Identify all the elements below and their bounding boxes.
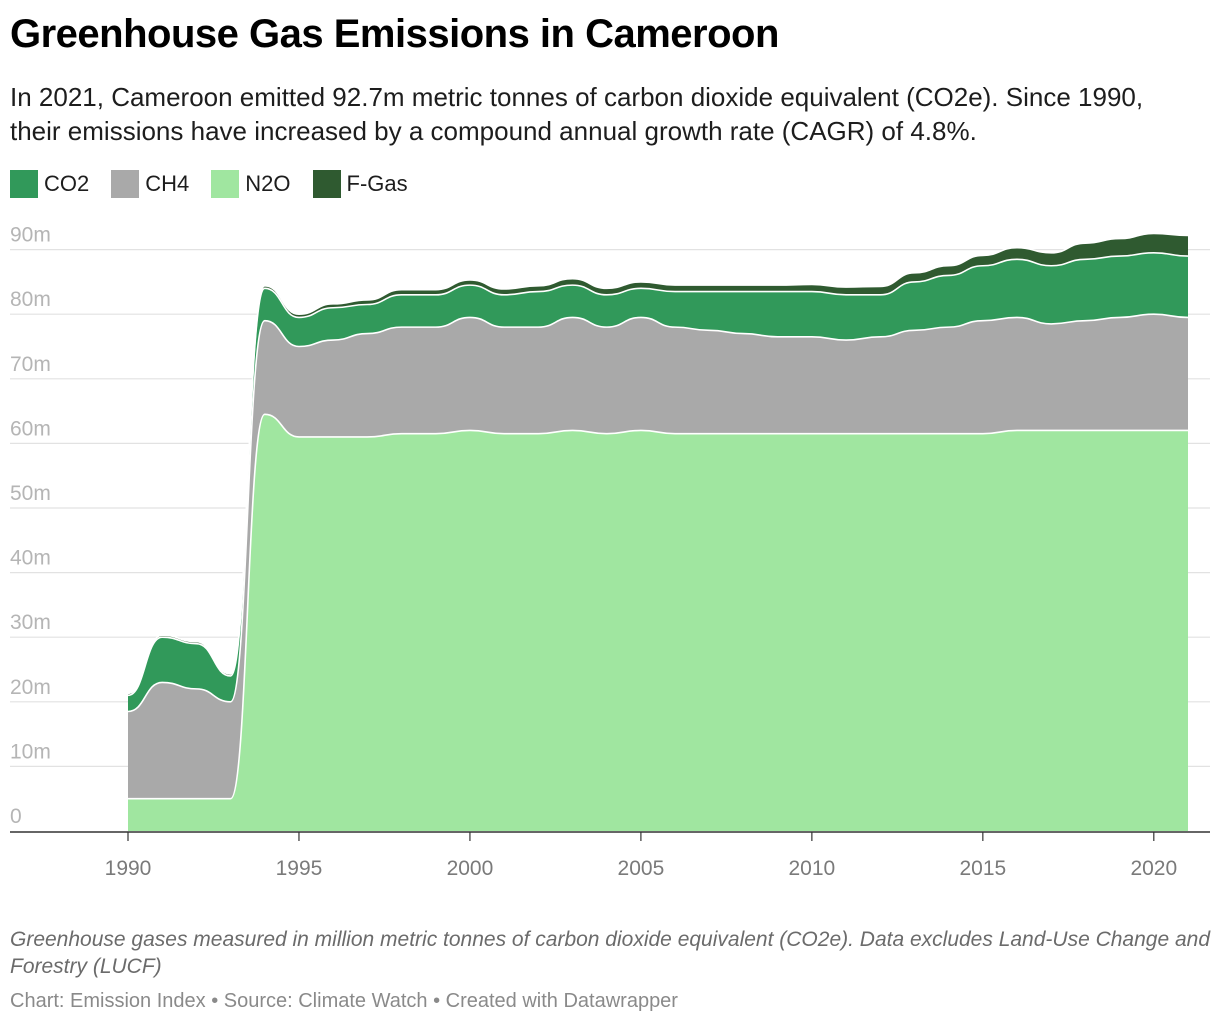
legend-swatch-n2o: [211, 170, 240, 198]
legend: CO2 CH4 N2O F-Gas: [10, 170, 408, 198]
chart-subtitle: In 2021, Cameroon emitted 92.7m metric t…: [10, 82, 1144, 146]
area-separator: [128, 413, 1188, 800]
y-tick-label: 70m: [10, 353, 51, 376]
area-layers: [127, 232, 1189, 831]
y-tick-label: 30m: [10, 611, 51, 634]
area-ch4: [128, 314, 1188, 799]
y-tick-label: 20m: [10, 676, 51, 699]
y-tick-label: 90m: [10, 224, 51, 247]
x-tick-label: 2010: [789, 857, 836, 880]
x-tick-label: 2020: [1130, 857, 1177, 880]
legend-item-n2o: N2O: [211, 170, 291, 198]
x-tick-label: 2005: [618, 857, 665, 880]
x-axis: 1990 1995 2000 2005 2010 2015 2020: [10, 831, 1210, 880]
y-tick-label: 60m: [10, 417, 51, 440]
chart-source: Chart: Emission Index • Source: Climate …: [10, 990, 678, 1012]
legend-label-fgas: F-Gas: [346, 171, 408, 196]
x-tick-label: 2015: [959, 857, 1006, 880]
legend-label-ch4: CH4: [145, 171, 190, 196]
legend-item-fgas: F-Gas: [312, 170, 408, 198]
y-tick-label: 10m: [10, 740, 51, 763]
stacked-area-chart: 0 10m 20m 30m 40m 50m 60m 70m 80m 90m 1990 1995 200…: [10, 224, 1210, 880]
legend-item-ch4: CH4: [111, 170, 189, 198]
chart-note: Greenhouse gases measured in million met…: [10, 928, 1211, 978]
legend-swatch-co2: [10, 170, 38, 198]
chart-title: Greenhouse Gas Emissions in Cameroon: [10, 12, 779, 56]
legend-item-co2: CO2: [10, 170, 89, 198]
legend-label-co2: CO2: [44, 171, 90, 196]
area-separator: [127, 232, 1189, 695]
x-tick-label: 1995: [276, 857, 323, 880]
area-co2: [128, 252, 1188, 712]
x-tick-label: 1990: [105, 857, 152, 880]
legend-label-n2o: N2O: [245, 171, 291, 196]
area-separator: [127, 313, 1189, 713]
x-tick-label: 2000: [447, 857, 494, 880]
area-n2o: [128, 414, 1188, 831]
legend-swatch-fgas: [312, 170, 341, 198]
y-tick-label: 50m: [10, 482, 51, 505]
y-tick-label: 40m: [10, 547, 51, 570]
legend-swatch-ch4: [111, 170, 140, 198]
y-axis-ticks: 0 10m 20m 30m 40m 50m 60m 70m 80m 90m: [10, 224, 51, 828]
area-separator: [127, 252, 1189, 697]
y-tick-label: 0: [10, 805, 22, 828]
y-tick-label: 80m: [10, 288, 51, 311]
